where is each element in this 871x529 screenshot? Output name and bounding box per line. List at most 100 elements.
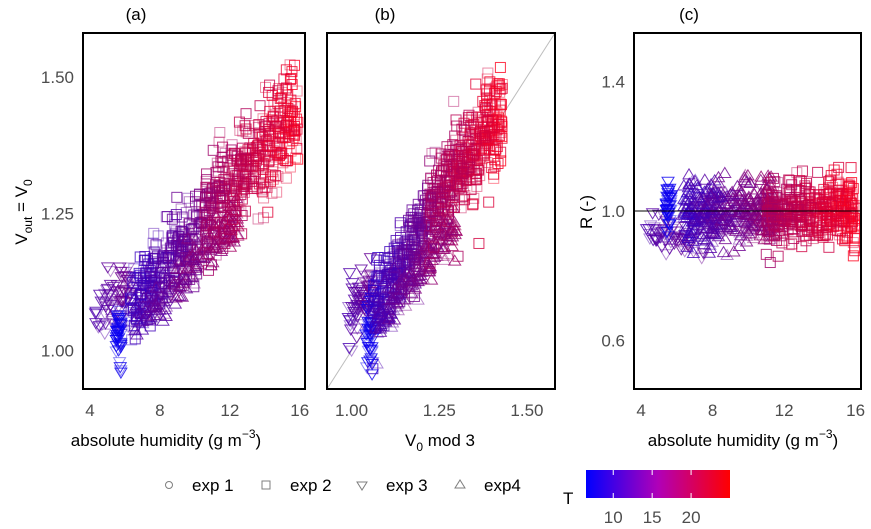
point-exp4 [189, 255, 204, 267]
point-exp2 [212, 200, 224, 212]
point-exp2 [238, 180, 250, 192]
point-exp2 [390, 234, 402, 246]
point-exp2 [264, 79, 276, 91]
point-exp4 [447, 254, 462, 266]
point-exp4 [180, 261, 195, 273]
point-exp4 [688, 241, 702, 254]
point-exp4 [726, 245, 741, 257]
point-exp2 [166, 232, 178, 244]
point-exp4 [437, 227, 452, 239]
panel-b: 1.00 1.25 1.50 [326, 32, 556, 420]
point-exp4 [734, 213, 749, 226]
point-exp2 [770, 228, 782, 240]
panel-b-title: (b) [375, 5, 396, 24]
point-exp3 [661, 176, 675, 189]
point-exp4 [131, 315, 146, 328]
point-exp3 [345, 278, 360, 290]
panel-c-title: (c) [679, 5, 699, 24]
point-exp4 [699, 233, 714, 246]
point-exp4 [128, 323, 142, 336]
point-exp4 [734, 184, 749, 197]
point-exp2 [172, 234, 184, 246]
point-exp2 [424, 197, 436, 209]
point-exp2 [485, 130, 497, 142]
point-exp3 [350, 304, 365, 316]
point-exp4 [691, 188, 706, 200]
point-exp3 [670, 232, 685, 245]
point-exp4 [732, 239, 747, 251]
point-exp2 [468, 192, 480, 204]
point-exp4 [413, 243, 428, 256]
point-exp2 [208, 232, 220, 244]
point-exp3 [113, 325, 127, 338]
point-exp4 [157, 294, 172, 307]
point-exp2 [208, 203, 220, 215]
point-exp2 [824, 176, 836, 188]
point-exp4 [444, 233, 459, 246]
point-exp4 [172, 280, 187, 293]
point-exp2 [812, 166, 824, 178]
point-exp4 [748, 183, 763, 195]
point-exp2 [371, 254, 383, 266]
x-tick-label: 8 [708, 401, 717, 420]
point-exp2 [772, 177, 784, 189]
point-exp4 [732, 233, 747, 245]
point-exp2 [821, 188, 833, 200]
point-exp2 [284, 128, 296, 140]
point-exp2 [274, 117, 286, 129]
colorbar-tick-label: 20 [682, 508, 701, 527]
point-exp4 [702, 246, 717, 258]
point-exp2 [431, 175, 443, 187]
point-exp2 [205, 259, 217, 271]
point-exp2 [248, 160, 260, 172]
point-exp3 [347, 286, 362, 299]
point-exp4 [676, 192, 691, 204]
point-exp2 [380, 282, 392, 294]
point-exp4 [700, 213, 715, 225]
point-exp4 [144, 295, 159, 307]
point-exp4 [753, 173, 768, 186]
point-exp4 [180, 232, 195, 244]
point-exp4 [702, 194, 717, 206]
point-exp2 [128, 263, 140, 275]
point-exp4 [129, 298, 144, 311]
point-exp2 [465, 127, 477, 139]
point-exp4 [156, 314, 170, 326]
point-exp3 [649, 233, 664, 246]
point-exp2 [783, 218, 795, 230]
point-exp2 [278, 73, 290, 85]
point-exp3 [100, 262, 115, 274]
point-exp2 [461, 143, 473, 155]
point-exp2 [824, 214, 836, 226]
point-exp2 [152, 230, 164, 242]
point-exp2 [827, 181, 839, 193]
scatter-points [327, 33, 555, 389]
point-exp4 [178, 273, 193, 285]
x-tick-label: 16 [290, 401, 309, 420]
point-exp4 [393, 288, 407, 300]
point-exp4 [370, 290, 384, 303]
point-exp3 [694, 253, 709, 265]
point-exp2 [474, 170, 486, 182]
point-exp4 [384, 301, 398, 313]
point-exp2 [216, 152, 228, 164]
point-exp3 [642, 224, 656, 236]
point-exp2 [240, 177, 252, 189]
point-exp2 [808, 201, 820, 213]
point-exp2 [462, 136, 474, 148]
point-exp2 [783, 239, 795, 251]
point-exp4 [679, 194, 694, 206]
point-exp4 [725, 203, 740, 215]
point-exp3 [94, 319, 109, 332]
point-exp2 [808, 228, 820, 240]
point-exp2 [405, 240, 417, 252]
point-exp4 [417, 258, 432, 270]
point-exp2 [458, 181, 470, 193]
x-tick-label: 1.50 [510, 401, 543, 420]
point-exp4 [190, 248, 205, 261]
point-exp2 [160, 237, 172, 249]
point-exp2 [813, 223, 825, 235]
point-exp4 [704, 222, 719, 234]
point-exp2 [454, 169, 466, 181]
point-exp2 [269, 169, 281, 181]
